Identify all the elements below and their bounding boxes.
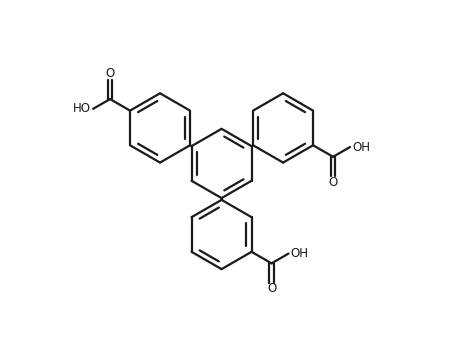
Text: O: O <box>105 67 115 80</box>
Text: OH: OH <box>351 141 369 154</box>
Text: OH: OH <box>290 247 308 260</box>
Text: O: O <box>328 176 337 189</box>
Text: HO: HO <box>73 102 91 115</box>
Text: O: O <box>267 282 276 295</box>
